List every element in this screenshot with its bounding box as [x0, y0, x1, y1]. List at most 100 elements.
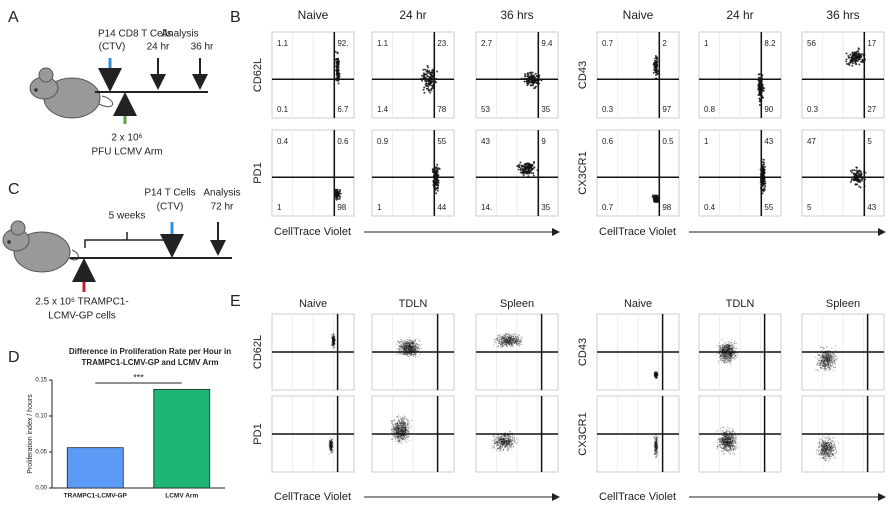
event-dot [408, 432, 409, 433]
event-dot [852, 62, 854, 64]
event-dot [499, 339, 500, 340]
event-dot [734, 341, 735, 342]
event-dot [512, 435, 513, 436]
event-dot [523, 174, 525, 176]
event-dot [725, 355, 726, 356]
event-dot [335, 61, 337, 63]
event-dot [860, 56, 862, 58]
quadrant-percent: 0.4 [704, 203, 716, 212]
event-dot [516, 335, 517, 336]
event-dot [397, 422, 398, 423]
event-dot [499, 340, 500, 341]
event-dot [397, 416, 398, 417]
event-dot [429, 73, 431, 75]
event-dot [500, 444, 501, 445]
event-dot [401, 437, 402, 438]
y-tick-label: 0.05 [35, 450, 47, 456]
event-dot [516, 339, 517, 340]
event-dot [508, 342, 509, 343]
event-dot [333, 347, 334, 348]
event-dot [653, 199, 655, 201]
event-dot [533, 76, 535, 78]
event-dot [503, 345, 504, 346]
event-dot [503, 435, 504, 436]
row-marker: CD62L [252, 335, 264, 369]
column-header: 24 hr [399, 8, 426, 22]
event-dot [496, 441, 497, 442]
event-dot [719, 353, 720, 354]
event-dot [414, 345, 415, 346]
event-dot [847, 55, 849, 57]
quadrant-percent: 1 [704, 39, 709, 48]
event-dot [436, 182, 438, 184]
event-dot [402, 441, 403, 442]
column-header: Naive [624, 298, 652, 310]
event-dot [394, 432, 395, 433]
quadrant-percent: 35 [541, 105, 550, 114]
quadrant-percent: 0.6 [602, 137, 614, 146]
event-dot [731, 354, 732, 355]
event-dot [337, 69, 339, 71]
event-dot [412, 350, 413, 351]
event-dot [401, 426, 402, 427]
event-dot [527, 83, 529, 85]
event-dot [393, 420, 394, 421]
event-dot [495, 340, 496, 341]
event-dot [820, 365, 821, 366]
event-dot [400, 339, 401, 340]
event-dot [406, 418, 407, 419]
flow-plot [272, 314, 354, 390]
column-header: 36 hrs [826, 8, 859, 22]
event-dot [855, 59, 857, 61]
event-dot [426, 88, 428, 90]
event-dot [763, 168, 765, 170]
event-dot [419, 348, 420, 349]
event-dot [724, 348, 725, 349]
event-dot [506, 345, 507, 346]
event-dot [728, 357, 729, 358]
event-dot [499, 451, 500, 452]
event-dot [653, 196, 655, 198]
quadrant-percent: 0.4 [277, 137, 289, 146]
event-dot [518, 169, 520, 171]
event-dot [400, 416, 401, 417]
event-dot [500, 339, 501, 340]
event-dot [409, 356, 410, 357]
event-dot [861, 178, 863, 180]
event-dot [722, 358, 723, 359]
event-dot [402, 420, 403, 421]
event-dot [514, 339, 515, 340]
event-dot [334, 335, 335, 336]
event-dot [731, 343, 732, 344]
event-dot [339, 198, 341, 200]
event-dot [518, 339, 519, 340]
y-axis-label: Proliferation index / hours [27, 394, 34, 474]
event-dot [419, 345, 420, 346]
quadrant-percent: 0.3 [602, 105, 614, 114]
label: PFU LCMV Arm [91, 147, 162, 158]
event-dot [506, 443, 507, 444]
event-dot [395, 441, 396, 442]
event-dot [499, 343, 500, 344]
quadrant-percent: 97 [662, 105, 671, 114]
event-dot [421, 75, 423, 77]
event-dot [394, 435, 395, 436]
event-dot [409, 337, 410, 338]
event-dot [530, 84, 532, 86]
event-dot [729, 358, 730, 359]
event-dot [859, 58, 861, 60]
event-dot [329, 443, 330, 444]
event-dot [400, 425, 401, 426]
event-dot [497, 435, 498, 436]
event-dot [524, 73, 526, 75]
event-dot [407, 422, 408, 423]
event-dot [399, 341, 400, 342]
event-dot [427, 86, 429, 88]
event-dot [404, 346, 405, 347]
event-dot [519, 346, 520, 347]
event-dot [396, 425, 397, 426]
event-dot [728, 347, 729, 348]
event-dot [396, 416, 397, 417]
event-dot [398, 432, 399, 433]
event-dot [332, 345, 333, 346]
